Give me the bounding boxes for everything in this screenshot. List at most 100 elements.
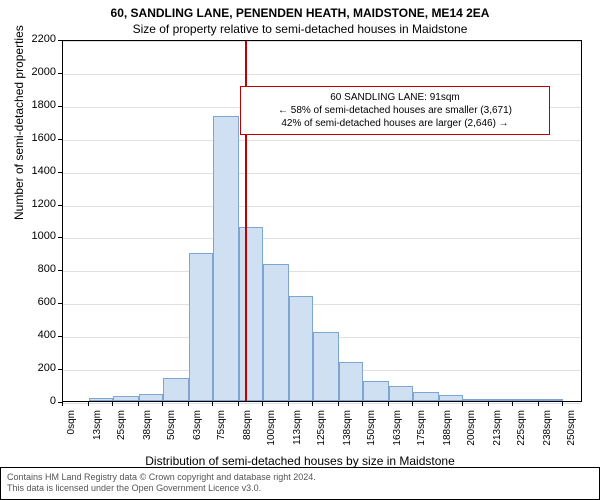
x-tick bbox=[88, 402, 89, 406]
y-axis-label: Number of semi-detached properties bbox=[12, 25, 26, 220]
y-tick bbox=[58, 172, 62, 173]
x-tick-label: 150sqm bbox=[366, 410, 377, 450]
x-tick-label: 50sqm bbox=[166, 410, 177, 450]
y-tick-label: 1200 bbox=[16, 198, 56, 210]
plot-area: 60 SANDLING LANE: 91sqm← 58% of semi-det… bbox=[62, 40, 582, 402]
chart-title-sub: Size of property relative to semi-detach… bbox=[0, 22, 600, 36]
x-tick-label: 200sqm bbox=[466, 410, 477, 450]
histogram-bar bbox=[239, 227, 263, 401]
x-tick bbox=[412, 402, 413, 406]
x-tick bbox=[388, 402, 389, 406]
x-tick bbox=[238, 402, 239, 406]
histogram-bar bbox=[213, 116, 239, 401]
histogram-bar bbox=[539, 399, 563, 401]
x-tick bbox=[362, 402, 363, 406]
grid-line bbox=[63, 403, 581, 404]
x-tick bbox=[212, 402, 213, 406]
y-tick-label: 0 bbox=[16, 395, 56, 407]
grid-line bbox=[63, 74, 581, 75]
x-tick bbox=[488, 402, 489, 406]
x-tick-label: 113sqm bbox=[292, 410, 303, 450]
x-tick-label: 250sqm bbox=[566, 410, 577, 450]
y-tick-label: 200 bbox=[16, 362, 56, 374]
histogram-bar bbox=[313, 332, 339, 401]
x-tick-label: 25sqm bbox=[116, 410, 127, 450]
grid-line bbox=[63, 271, 581, 272]
x-tick bbox=[62, 402, 63, 406]
x-tick-label: 38sqm bbox=[142, 410, 153, 450]
y-tick bbox=[58, 369, 62, 370]
histogram-bar bbox=[263, 264, 289, 401]
x-tick bbox=[162, 402, 163, 406]
histogram-bar bbox=[139, 394, 163, 401]
x-tick bbox=[562, 402, 563, 406]
histogram-bar bbox=[489, 399, 513, 401]
x-tick-label: 213sqm bbox=[492, 410, 503, 450]
histogram-bar bbox=[363, 381, 389, 401]
annotation-line: 42% of semi-detached houses are larger (… bbox=[249, 117, 541, 130]
footer-line-1: Contains HM Land Registry data © Crown c… bbox=[7, 472, 593, 484]
histogram-bar bbox=[439, 395, 463, 401]
histogram-bar bbox=[413, 392, 439, 401]
y-tick-label: 2200 bbox=[16, 33, 56, 45]
x-tick-label: 100sqm bbox=[266, 410, 277, 450]
x-tick bbox=[288, 402, 289, 406]
footer-line-2: This data is licensed under the Open Gov… bbox=[7, 483, 593, 495]
x-tick-label: 188sqm bbox=[442, 410, 453, 450]
y-tick bbox=[58, 303, 62, 304]
x-tick-label: 88sqm bbox=[242, 410, 253, 450]
grid-line bbox=[63, 206, 581, 207]
y-tick bbox=[58, 205, 62, 206]
chart-title-main: 60, SANDLING LANE, PENENDEN HEATH, MAIDS… bbox=[0, 6, 600, 20]
y-tick bbox=[58, 73, 62, 74]
x-tick-label: 138sqm bbox=[342, 410, 353, 450]
y-tick-label: 600 bbox=[16, 296, 56, 308]
x-tick-label: 175sqm bbox=[416, 410, 427, 450]
y-tick bbox=[58, 139, 62, 140]
x-tick-label: 75sqm bbox=[216, 410, 227, 450]
y-tick bbox=[58, 237, 62, 238]
histogram-bar bbox=[389, 386, 413, 401]
x-tick-label: 13sqm bbox=[92, 410, 103, 450]
grid-line bbox=[63, 140, 581, 141]
histogram-bar bbox=[513, 399, 539, 401]
histogram-bar bbox=[339, 362, 363, 401]
x-tick bbox=[462, 402, 463, 406]
y-tick-label: 2000 bbox=[16, 66, 56, 78]
x-tick bbox=[112, 402, 113, 406]
annotation-box: 60 SANDLING LANE: 91sqm← 58% of semi-det… bbox=[240, 86, 550, 135]
histogram-bar bbox=[89, 398, 113, 401]
y-tick bbox=[58, 106, 62, 107]
grid-line bbox=[63, 238, 581, 239]
x-tick bbox=[262, 402, 263, 406]
grid-line bbox=[63, 41, 581, 42]
histogram-bar bbox=[463, 399, 489, 401]
y-tick-label: 1800 bbox=[16, 99, 56, 111]
x-tick-label: 0sqm bbox=[66, 410, 77, 450]
grid-line bbox=[63, 173, 581, 174]
annotation-line: 60 SANDLING LANE: 91sqm bbox=[249, 91, 541, 104]
x-tick bbox=[438, 402, 439, 406]
x-tick-label: 125sqm bbox=[316, 410, 327, 450]
y-tick bbox=[58, 40, 62, 41]
histogram-bar bbox=[113, 396, 139, 401]
grid-line bbox=[63, 304, 581, 305]
x-tick-label: 163sqm bbox=[392, 410, 403, 450]
x-tick bbox=[312, 402, 313, 406]
x-tick bbox=[138, 402, 139, 406]
y-tick-label: 800 bbox=[16, 263, 56, 275]
histogram-bar bbox=[163, 378, 189, 401]
y-tick-label: 1000 bbox=[16, 230, 56, 242]
x-tick-label: 225sqm bbox=[516, 410, 527, 450]
x-tick bbox=[512, 402, 513, 406]
x-tick bbox=[538, 402, 539, 406]
x-tick-label: 63sqm bbox=[192, 410, 203, 450]
y-tick bbox=[58, 336, 62, 337]
histogram-bar bbox=[189, 253, 213, 401]
y-tick-label: 1400 bbox=[16, 165, 56, 177]
histogram-bar bbox=[289, 296, 313, 401]
y-tick-label: 400 bbox=[16, 329, 56, 341]
y-tick bbox=[58, 270, 62, 271]
attribution-footer: Contains HM Land Registry data © Crown c… bbox=[0, 467, 600, 500]
x-tick bbox=[188, 402, 189, 406]
